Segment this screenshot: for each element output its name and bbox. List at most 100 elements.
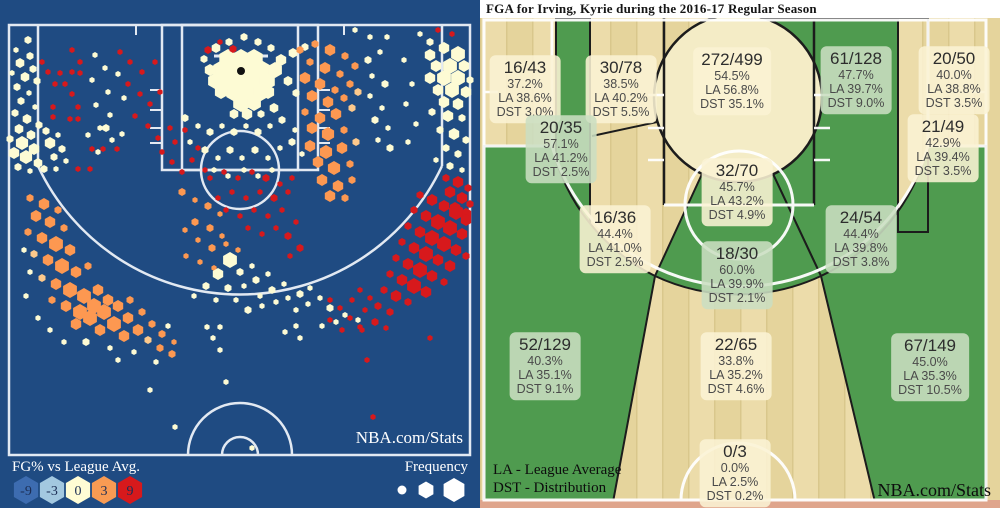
- league-average-legend-line: LA - League Average: [493, 461, 622, 478]
- zone-box-20-35: 20/35 57.1% LA 41.2% DST 2.5%: [525, 115, 597, 183]
- zone-distribution: DST 9.0%: [827, 96, 885, 111]
- fg-legend-label: FG% vs League Avg.: [12, 459, 141, 475]
- zone-made-attempts: 24/54: [839, 208, 883, 228]
- zone-fg-pct: 40.3%: [527, 354, 563, 369]
- zone-made-attempts: 18/30: [715, 244, 759, 264]
- zone-made-attempts: 16/43: [503, 58, 547, 78]
- abbreviation-legend: LA - League Average DST - Distribution: [493, 461, 621, 499]
- zone-box-30-78: 30/78 38.5% LA 40.2% DST 5.5%: [585, 55, 657, 123]
- zone-league-avg: LA 2.5%: [711, 475, 759, 490]
- zone-fg-pct: 45.7%: [719, 180, 755, 195]
- fg-legend-hex--9: [13, 476, 39, 504]
- fg-legend-hex-9: [117, 476, 143, 504]
- frequency-legend-swatches: [397, 478, 465, 502]
- zone-fg-pct: 38.5%: [603, 77, 639, 92]
- zone-made-attempts: 22/65: [714, 335, 758, 355]
- zone-borders: [591, 17, 929, 233]
- zone-box-272-499: 272/499 54.5% LA 56.8% DST 35.1%: [693, 47, 771, 115]
- zone-made-attempts: 16/36: [593, 208, 637, 228]
- zone-distribution: DST 3.5%: [925, 96, 983, 111]
- zone-distribution: DST 4.9%: [708, 208, 766, 223]
- zone-box-32-70: 32/70 45.7% LA 43.2% DST 4.9%: [701, 158, 773, 226]
- zone-distribution: DST 2.1%: [708, 291, 766, 306]
- hexbin-points-layer: [6, 27, 474, 451]
- zone-league-avg: LA 35.3%: [903, 369, 957, 384]
- zone-box-22-65: 22/65 33.8% LA 35.2% DST 4.6%: [700, 332, 772, 400]
- zone-distribution: DST 2.5%: [532, 165, 590, 180]
- zone-fg-pct: 44.4%: [843, 227, 879, 242]
- zone-league-avg: LA 39.7%: [829, 82, 883, 97]
- nba-stats-watermark-left: NBA.com/Stats: [355, 428, 463, 447]
- zone-box-24-54: 24/54 44.4% LA 39.8% DST 3.8%: [825, 205, 897, 273]
- svg-text:-9: -9: [20, 484, 32, 499]
- zone-fg-pct: 33.8%: [718, 354, 754, 369]
- zone-box-18-30: 18/30 60.0% LA 39.9% DST 2.1%: [701, 241, 773, 309]
- zone-fg-pct: 37.2%: [507, 77, 543, 92]
- zone-league-avg: LA 39.8%: [834, 241, 888, 256]
- zone-made-attempts: 272/499: [701, 50, 763, 70]
- zone-box-16-43: 16/43 37.2% LA 38.6% DST 3.0%: [489, 55, 561, 123]
- zone-distribution: DST 5.5%: [592, 105, 650, 120]
- zone-made-attempts: 0/3: [723, 442, 747, 462]
- zone-fg-pct: 57.1%: [543, 137, 579, 152]
- frequency-dot-small: [397, 485, 407, 495]
- zone-fg-pct: 0.0%: [720, 461, 750, 476]
- left-court-svg: [0, 0, 480, 508]
- zone-made-attempts: 67/149: [903, 336, 956, 356]
- zone-league-avg: LA 40.2%: [594, 91, 648, 106]
- distribution-legend-line: DST - Distribution: [493, 480, 607, 497]
- fg-legend-hex-3: [91, 476, 117, 504]
- zone-league-avg: LA 56.8%: [705, 83, 759, 98]
- zone-league-avg: LA 39.4%: [916, 150, 970, 165]
- zone-box-16-36: 16/36 44.4% LA 41.0% DST 2.5%: [579, 205, 651, 273]
- zone-fg-pct: 40.0%: [936, 68, 972, 83]
- zone-box-0-3: 0/3 0.0% LA 2.5% DST 0.2%: [699, 439, 771, 507]
- zone-made-attempts: 21/49: [921, 117, 965, 137]
- zone-league-avg: LA 39.9%: [710, 277, 764, 292]
- frequency-legend-label: Frequency: [404, 459, 468, 475]
- nba-stats-watermark-right: NBA.com/Stats: [877, 480, 991, 500]
- zone-made-attempts: 20/50: [932, 49, 976, 69]
- zone-fg-pct: 54.5%: [714, 69, 750, 84]
- svg-text:9: 9: [127, 484, 134, 499]
- zone-distribution: DST 3.8%: [832, 255, 890, 270]
- zone-stats-panel: FGA for Irving, Kyrie during the 2016-17…: [480, 0, 1000, 508]
- zone-distribution: DST 9.1%: [516, 382, 574, 397]
- svg-text:0: 0: [75, 484, 82, 499]
- court-lines: [7, 23, 472, 457]
- zone-league-avg: LA 38.6%: [498, 91, 552, 106]
- zone-fg-pct: 44.4%: [597, 227, 633, 242]
- zone-box-52-129: 52/129 40.3% LA 35.1% DST 9.1%: [509, 332, 581, 400]
- hexbin-shot-chart-panel: NBA.com/Stats FG% vs League Avg. -9 -3 0 3 9…: [0, 0, 480, 508]
- zone-distribution: DST 2.5%: [586, 255, 644, 270]
- zone-distribution: DST 3.5%: [914, 164, 972, 179]
- frequency-hex-medium: [418, 481, 434, 499]
- zone-league-avg: LA 35.2%: [709, 368, 763, 383]
- svg-text:-3: -3: [46, 484, 58, 499]
- zone-box-20-50: 20/50 40.0% LA 38.8% DST 3.5%: [918, 46, 990, 114]
- zone-distribution: DST 4.6%: [707, 382, 765, 397]
- svg-text:3: 3: [101, 484, 108, 499]
- zone-made-attempts: 52/129: [519, 335, 571, 355]
- zone-box-67-149: 67/149 45.0% LA 35.3% DST 10.5%: [891, 333, 969, 401]
- zone-box-61-128: 61/128 47.7% LA 39.7% DST 9.0%: [820, 46, 892, 114]
- frequency-hex-large: [443, 478, 465, 502]
- zone-fg-pct: 45.0%: [912, 355, 948, 370]
- zone-made-attempts: 32/70: [715, 161, 759, 181]
- zone-box-21-49: 21/49 42.9% LA 39.4% DST 3.5%: [907, 114, 979, 182]
- zone-made-attempts: 30/78: [599, 58, 643, 78]
- fg-legend-hex--3: [39, 476, 65, 504]
- zone-made-attempts: 20/35: [539, 118, 583, 138]
- fg-legend-hex-0: [65, 476, 91, 504]
- zone-league-avg: LA 38.8%: [927, 82, 981, 97]
- zone-league-avg: LA 41.0%: [588, 241, 642, 256]
- zone-made-attempts: 61/128: [830, 49, 882, 69]
- zone-league-avg: LA 41.2%: [534, 151, 588, 166]
- zone-league-avg: LA 43.2%: [710, 194, 764, 209]
- zone-league-avg: LA 35.1%: [518, 368, 572, 383]
- zone-distribution: DST 10.5%: [898, 383, 962, 398]
- zone-distribution: DST 35.1%: [700, 97, 764, 112]
- zone-fg-pct: 47.7%: [838, 68, 874, 83]
- zone-distribution: DST 0.2%: [706, 489, 764, 504]
